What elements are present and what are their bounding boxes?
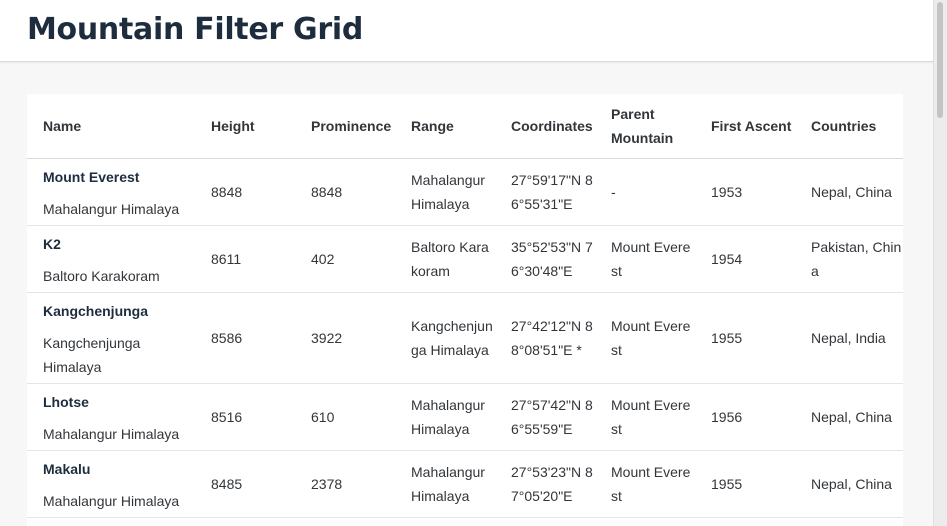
cell-range [395, 517, 495, 526]
mountain-table: Name Height Prominence Range Coordinates… [27, 94, 903, 526]
table-row[interactable]: Mount Everest Mahalangur Himalaya 8848 8… [27, 158, 903, 225]
cell-parent-mountain: - [611, 183, 616, 200]
cell-range: Mahalangur Himalaya [411, 171, 485, 212]
cell-parent-mountain: Mount Everest [611, 463, 691, 504]
table-row[interactable]: K2 Baltoro Karakoram 8611 402 Baltoro Ka… [27, 225, 903, 292]
column-header-range[interactable]: Range [411, 117, 454, 134]
mountain-range-subtitle: Mahalangur Himalaya [43, 425, 180, 442]
cell-height [195, 517, 295, 526]
column-header-prominence[interactable]: Prominence [311, 117, 392, 134]
cell-parent-mountain: Mount Everest [611, 317, 691, 358]
table-body: Mount Everest Mahalangur Himalaya 8848 8… [27, 158, 903, 526]
column-header-parent-mountain[interactable]: Parent Mountain [611, 105, 674, 146]
mountain-name: Lhotse [43, 393, 89, 410]
cell-prominence: 2378 [311, 475, 343, 492]
page-header: Mountain Filter Grid [0, 0, 934, 62]
cell-first-ascent: 1955 [711, 329, 743, 346]
cell-coordinates: 27°57'42"N 86°55'59"E [511, 396, 593, 437]
cell-height: 8611 [211, 250, 242, 267]
cell-range: Kangchenjunga Himalaya [411, 317, 493, 358]
mountain-name: Makalu [43, 460, 91, 477]
cell-range: Mahalangur Himalaya [411, 396, 485, 437]
table-header: Name Height Prominence Range Coordinates… [27, 94, 903, 158]
cell-countries: Nepal, China [811, 183, 892, 200]
table-row[interactable]: Makalu Mahalangur Himalaya 8485 2378 Mah… [27, 450, 903, 517]
cell-height: 8516 [211, 408, 243, 425]
table-row[interactable]: Kangchenjunga Kangchenjunga Himalaya 858… [27, 292, 903, 383]
cell-parent-mountain: Mount Everest [611, 238, 691, 279]
mountain-name: K2 [43, 235, 61, 252]
cell-prominence: 402 [311, 250, 335, 267]
cell-coordinates [495, 517, 595, 526]
mountain-name: Kangchenjunga [43, 302, 149, 319]
cell-coordinates: 35°52'53"N 76°30'48"E [511, 238, 593, 279]
mountain-range-subtitle: Mahalangur Himalaya [43, 200, 180, 217]
cell-height: 8848 [211, 183, 243, 200]
cell-countries: Pakistan, China [811, 238, 902, 279]
cell-height: 8586 [211, 329, 243, 346]
cell-countries: Nepal, China [811, 475, 892, 492]
mountain-range-subtitle: Kangchenjunga Himalaya [43, 334, 141, 375]
cell-countries: Nepal, India [811, 329, 886, 346]
cell-prominence [295, 517, 395, 526]
mountain-range-subtitle: Mahalangur Himalaya [43, 492, 180, 509]
cell-height: 8485 [211, 475, 243, 492]
cell-range: Mahalangur Himalaya [411, 463, 485, 504]
cell-countries [795, 517, 903, 526]
mountain-range-subtitle: Baltoro Karakoram [43, 267, 160, 284]
cell-prominence: 8848 [311, 183, 343, 200]
cell-first-ascent: 1956 [711, 408, 743, 425]
cell-first-ascent: 1953 [711, 183, 743, 200]
cell-prominence: 3922 [311, 329, 343, 346]
cell-name [27, 517, 195, 526]
cell-parent-mountain [595, 517, 695, 526]
table-row[interactable]: Lhotse Mahalangur Himalaya 8516 610 Maha… [27, 383, 903, 450]
cell-coordinates: 27°59'17"N 86°55'31"E [511, 171, 593, 212]
cell-range: Baltoro Karakoram [411, 238, 489, 279]
cell-coordinates: 27°42'12"N 88°08'51"E * [511, 317, 593, 358]
cell-name: Mount Everest Mahalangur Himalaya [27, 158, 195, 225]
mountain-name: Mount Everest [43, 168, 140, 185]
mountain-table-card: Name Height Prominence Range Coordinates… [27, 94, 903, 526]
cell-name: Makalu Mahalangur Himalaya [27, 450, 195, 517]
vertical-scrollbar[interactable] [933, 0, 947, 526]
page-title: Mountain Filter Grid [27, 12, 364, 47]
cell-coordinates: 27°53'23"N 87°05'20"E [511, 463, 593, 504]
cell-name: Kangchenjunga Kangchenjunga Himalaya [27, 292, 195, 383]
column-header-countries[interactable]: Countries [811, 117, 877, 134]
column-header-height[interactable]: Height [211, 117, 255, 134]
header-row: Name Height Prominence Range Coordinates… [27, 94, 903, 158]
column-header-first-ascent[interactable]: First Ascent [711, 117, 792, 134]
cell-parent-mountain: Mount Everest [611, 396, 691, 437]
cell-name: Lhotse Mahalangur Himalaya [27, 383, 195, 450]
cell-name: K2 Baltoro Karakoram [27, 225, 195, 292]
cell-first-ascent: 1954 [711, 250, 743, 267]
column-header-coordinates[interactable]: Coordinates [511, 117, 593, 134]
table-row-partial[interactable] [27, 517, 903, 526]
scrollbar-thumb[interactable] [937, 2, 943, 118]
cell-first-ascent: 1955 [711, 475, 743, 492]
cell-countries: Nepal, China [811, 408, 892, 425]
cell-first-ascent [695, 517, 795, 526]
column-header-name[interactable]: Name [43, 117, 82, 134]
cell-prominence: 610 [311, 408, 335, 425]
